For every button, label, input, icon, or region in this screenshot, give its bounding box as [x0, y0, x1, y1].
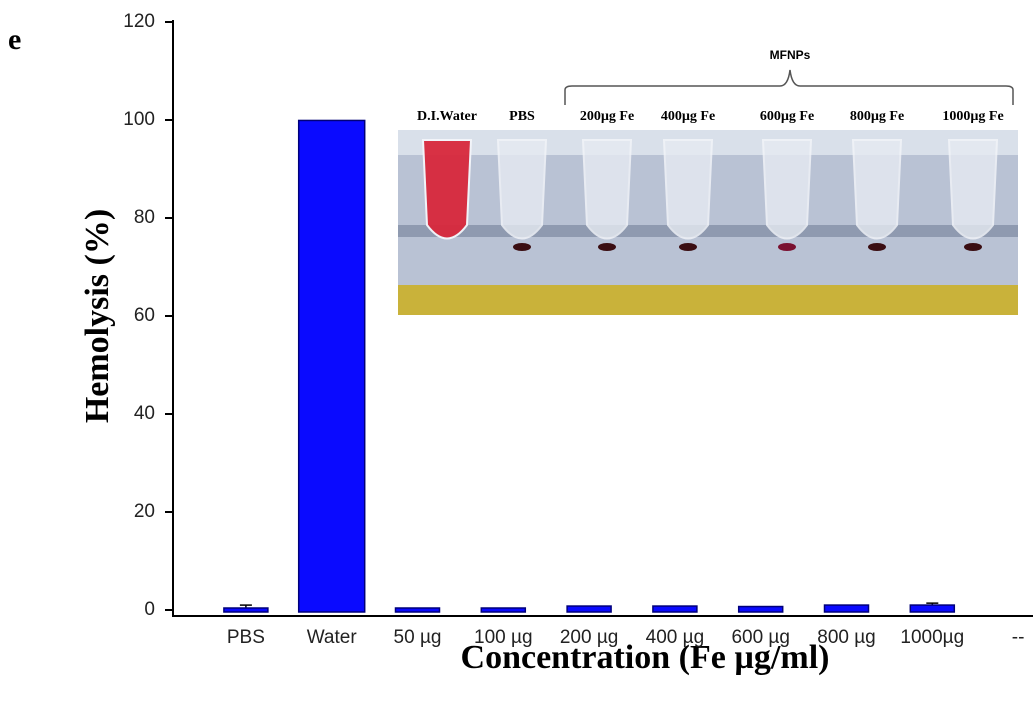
- x-tick-label: Water: [307, 627, 358, 648]
- tube: [851, 139, 903, 240]
- bar: [297, 119, 366, 613]
- panel-label: e: [8, 23, 21, 56]
- inset-label: 400µg Fe: [661, 109, 715, 124]
- tube: [421, 139, 473, 240]
- bar: [652, 605, 698, 613]
- bar: [823, 604, 870, 613]
- x-tick-label: PBS: [227, 627, 265, 648]
- y-tick-label: 120: [123, 11, 155, 32]
- group-bracket: [564, 69, 1014, 105]
- inset-label: 1000µg Fe: [942, 109, 1003, 124]
- y-tick-label: 0: [144, 599, 155, 620]
- pellet: [679, 243, 697, 251]
- y-tick-label: 60: [134, 305, 155, 326]
- bar: [480, 607, 527, 613]
- x-tick-label: 800 µg: [817, 627, 876, 648]
- tube: [581, 139, 633, 240]
- tube: [496, 139, 548, 240]
- y-tick-label: 100: [123, 109, 155, 130]
- bar: [737, 605, 784, 613]
- pellet: [964, 243, 982, 251]
- x-axis-title: Concentration (Fe µg/ml): [461, 639, 830, 676]
- inset-photo: MFNPs D.I.Water PBS 200µg Fe 400µg Fe 600µg …: [398, 48, 1018, 315]
- tube: [761, 139, 813, 240]
- inset-label: 600µg Fe: [760, 109, 814, 124]
- bar: [909, 604, 956, 613]
- tube: [662, 139, 714, 240]
- x-tick-label: 400 µg: [646, 627, 705, 648]
- group-label: MFNPs: [770, 48, 811, 62]
- inset-label: PBS: [509, 109, 535, 124]
- y-tick-label: 80: [134, 207, 155, 228]
- pellet: [513, 243, 531, 251]
- tube: [947, 139, 999, 240]
- inset-label: D.I.Water: [417, 109, 477, 124]
- x-tick-label: 600 µg: [731, 627, 790, 648]
- inset-label: 800µg Fe: [850, 109, 904, 124]
- x-tick-label: 1000µg: [900, 627, 964, 648]
- x-tick-label: 50 µg: [394, 627, 442, 648]
- y-tick-label: 20: [134, 501, 155, 522]
- rack-base: [398, 285, 1018, 315]
- bar: [223, 607, 269, 613]
- y-tick-label: 40: [134, 403, 155, 424]
- x-tick-label: 200 µg: [560, 627, 619, 648]
- pellet: [598, 243, 616, 251]
- x-tick-label: --: [1012, 627, 1025, 648]
- pellet: [868, 243, 886, 251]
- rack-bar: [398, 225, 1018, 237]
- bar: [394, 607, 441, 613]
- y-axis-title: Hemolysis (%): [79, 209, 116, 423]
- bar: [566, 605, 612, 613]
- inset-label: 200µg Fe: [580, 109, 634, 124]
- pellet: [778, 243, 796, 251]
- x-tick-label: 100 µg: [474, 627, 533, 648]
